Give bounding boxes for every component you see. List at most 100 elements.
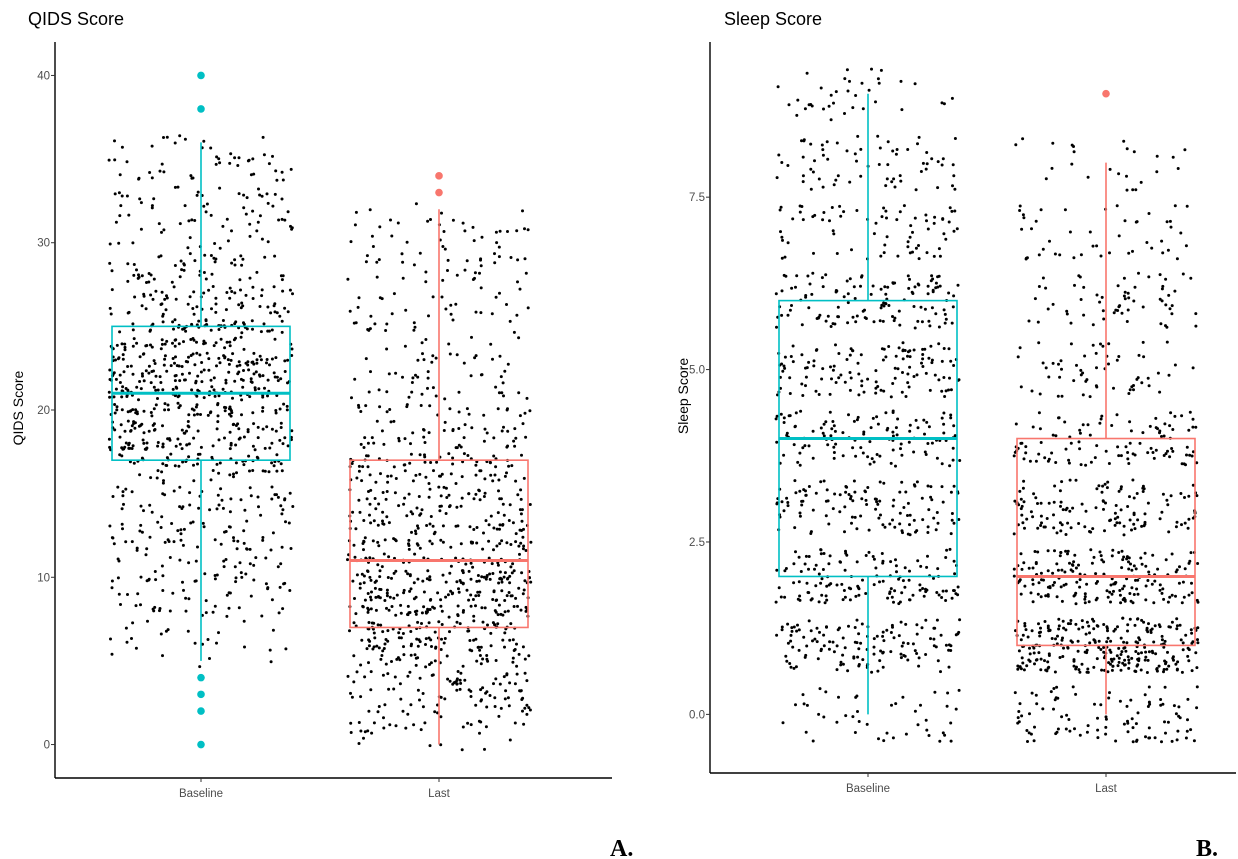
jitter-point: [781, 238, 784, 242]
jitter-point: [489, 514, 493, 518]
jitter-point: [229, 358, 233, 362]
jitter-point: [800, 499, 804, 503]
jitter-point: [375, 419, 379, 423]
jitter-point: [252, 563, 256, 567]
jitter-point: [1147, 622, 1150, 626]
jitter-point: [478, 654, 482, 657]
jitter-point: [915, 652, 919, 655]
jitter-point: [835, 644, 839, 648]
jitter-point: [1150, 649, 1154, 653]
jitter-point: [848, 79, 851, 83]
jitter-point: [503, 474, 507, 478]
jitter-point: [1104, 715, 1108, 719]
jitter-point: [884, 355, 888, 359]
jitter-point: [239, 288, 242, 292]
jitter-point: [878, 454, 882, 458]
jitter-point: [1034, 693, 1038, 697]
jitter-point: [284, 520, 287, 524]
jitter-point: [808, 282, 812, 286]
jitter-point: [155, 476, 159, 480]
jitter-point: [1109, 639, 1113, 643]
jitter-point: [440, 211, 443, 215]
jitter-point: [214, 296, 218, 300]
jitter-point: [1058, 521, 1062, 525]
jitter-point: [1040, 521, 1043, 525]
jitter-point: [145, 579, 149, 583]
jitter-point: [1032, 492, 1036, 496]
jitter-point: [825, 598, 829, 602]
jitter-point: [243, 645, 246, 649]
jitter-point: [921, 587, 925, 590]
jitter-point: [200, 380, 204, 384]
jitter-point: [398, 658, 402, 662]
jitter-point: [1134, 670, 1138, 673]
jitter-point: [930, 306, 934, 310]
jitter-point: [509, 622, 513, 626]
jitter-point: [409, 653, 413, 657]
jitter-point: [1158, 390, 1162, 394]
jitter-point: [288, 491, 292, 495]
jitter-point: [131, 344, 135, 348]
jitter-point: [792, 625, 796, 629]
jitter-point: [281, 274, 285, 278]
jitter-point: [520, 571, 524, 575]
jitter-point: [370, 590, 373, 594]
jitter-point: [228, 344, 232, 348]
jitter-point: [455, 620, 459, 624]
jitter-point: [1169, 494, 1173, 498]
jitter-point: [462, 452, 466, 456]
jitter-point: [1020, 227, 1024, 231]
jitter-point: [186, 246, 190, 250]
jitter-point: [245, 519, 249, 523]
jitter-point: [940, 163, 944, 167]
jitter-point: [508, 738, 512, 742]
jitter-point: [268, 363, 271, 367]
jitter-point: [1084, 632, 1088, 636]
jitter-point: [113, 192, 117, 196]
jitter-point: [440, 637, 443, 641]
jitter-point: [1176, 660, 1180, 664]
jitter-point: [1053, 698, 1057, 702]
jitter-point: [1170, 593, 1174, 597]
jitter-point: [1037, 341, 1041, 345]
jitter-point: [187, 455, 191, 459]
jitter-point: [1099, 648, 1103, 651]
jitter-point: [1147, 275, 1151, 279]
jitter-point: [832, 451, 836, 454]
jitter-point: [848, 371, 852, 374]
jitter-point: [1087, 624, 1091, 628]
jitter-point: [895, 433, 899, 437]
jitter-point: [799, 409, 803, 413]
jitter-point: [1036, 550, 1040, 554]
jitter-point: [512, 439, 516, 443]
jitter-point: [834, 290, 838, 294]
jitter-point: [457, 390, 461, 394]
jitter-point: [1160, 510, 1164, 514]
jitter-point: [789, 639, 793, 643]
jitter-point: [878, 319, 882, 323]
jitter-point: [131, 372, 135, 376]
jitter-point: [204, 277, 208, 281]
jitter-point: [871, 416, 875, 420]
jitter-point: [822, 715, 826, 719]
jitter-point: [1139, 180, 1143, 184]
jitter-point: [801, 394, 805, 397]
jitter-point: [477, 594, 481, 597]
jitter-point: [1078, 447, 1082, 451]
jitter-point: [1156, 567, 1160, 571]
jitter-point: [1107, 462, 1111, 465]
jitter-point: [264, 582, 268, 586]
jitter-point: [502, 394, 505, 398]
jitter-point: [418, 698, 421, 702]
jitter-point: [178, 222, 182, 226]
jitter-point: [178, 485, 182, 489]
jitter-point: [132, 263, 136, 266]
jitter-point: [1029, 591, 1033, 595]
jitter-point: [1171, 155, 1175, 159]
jitter-point: [1136, 652, 1140, 656]
jitter-point: [827, 562, 831, 566]
jitter-point: [908, 423, 912, 427]
jitter-point: [897, 602, 901, 606]
jitter-point: [1151, 553, 1155, 557]
jitter-point: [250, 319, 254, 323]
